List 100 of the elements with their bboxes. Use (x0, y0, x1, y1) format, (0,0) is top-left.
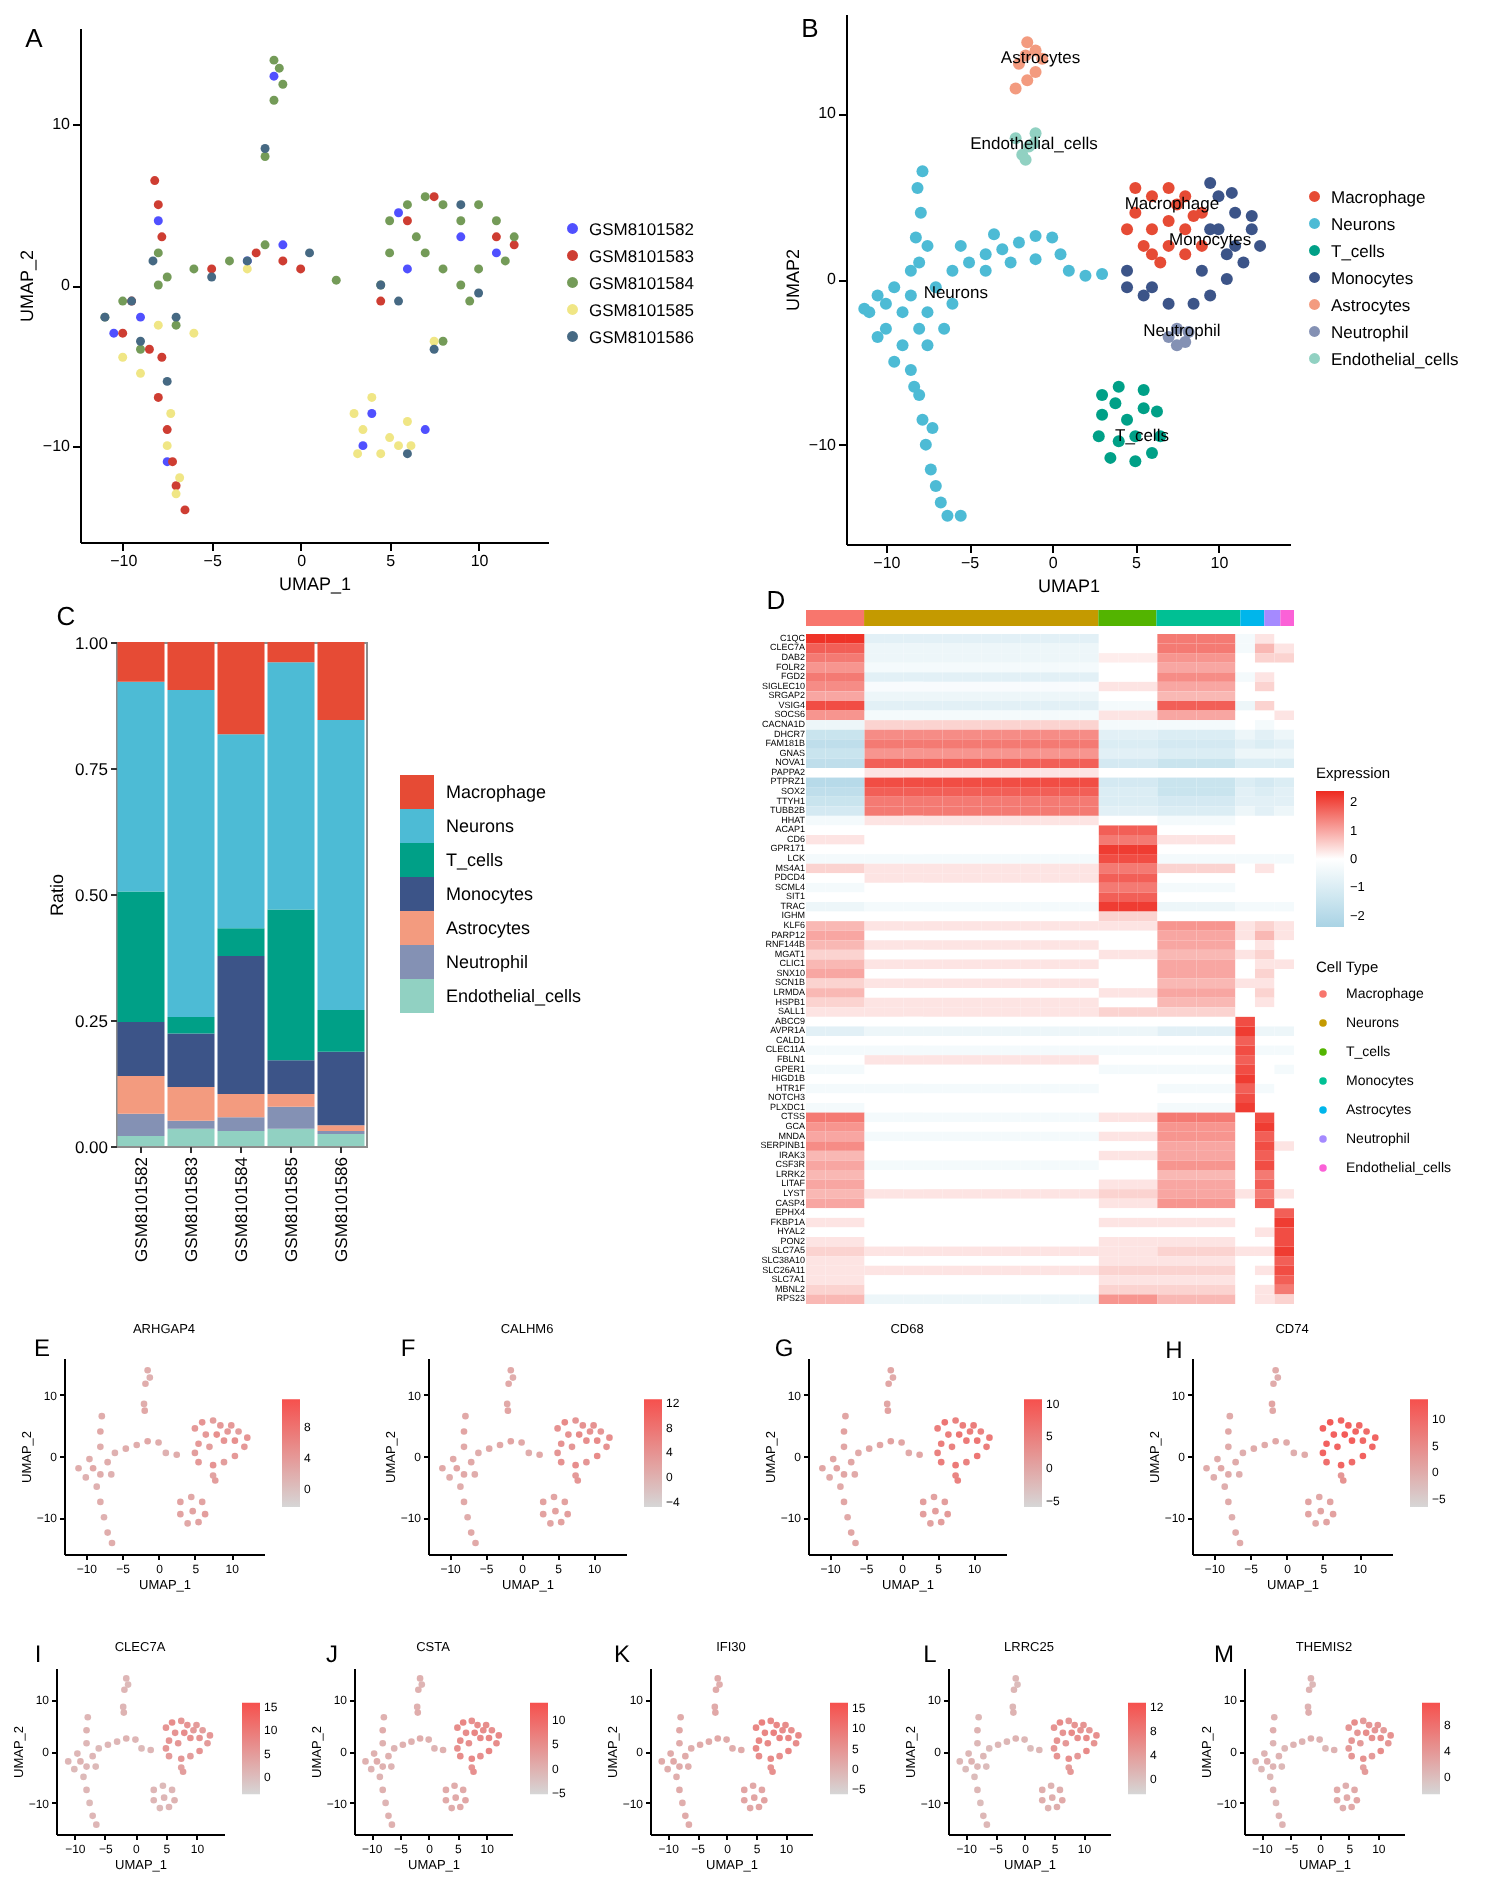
point (792, 1739, 800, 1747)
point (118, 296, 128, 306)
point (1359, 1437, 1367, 1444)
point (1226, 1412, 1234, 1420)
point (714, 1735, 722, 1742)
point (840, 1443, 848, 1451)
point (1326, 1419, 1334, 1426)
point (1019, 153, 1032, 166)
annotation: Neutrophil (1143, 320, 1221, 341)
point (160, 1794, 168, 1801)
point (788, 1726, 795, 1734)
point (1121, 264, 1134, 277)
point (1254, 239, 1267, 252)
x-tick-label: 10 (470, 552, 490, 570)
point (1301, 1451, 1309, 1459)
point (153, 200, 163, 210)
point (1323, 1518, 1330, 1526)
bar (1156, 610, 1241, 626)
point (133, 1441, 141, 1449)
point (1359, 1717, 1367, 1725)
point (153, 320, 163, 330)
point (550, 1493, 558, 1501)
point (932, 1507, 939, 1515)
point (141, 1407, 149, 1414)
point (572, 1417, 579, 1424)
point (1269, 1739, 1277, 1747)
point (858, 302, 871, 315)
point (467, 1529, 475, 1536)
point (118, 352, 128, 362)
legend-label: GSM8101585 (589, 299, 695, 320)
point (1058, 1796, 1066, 1804)
point (84, 1713, 92, 1721)
point (394, 208, 403, 218)
point (1342, 1782, 1350, 1790)
point (723, 1736, 730, 1743)
x-tick-label: −10 (873, 554, 902, 572)
point (402, 216, 412, 226)
point (676, 1739, 683, 1747)
point (921, 239, 934, 252)
point (1337, 1417, 1345, 1424)
point (385, 433, 395, 443)
point (269, 95, 279, 105)
point (1225, 1428, 1232, 1435)
point (1272, 1799, 1280, 1807)
point (1010, 1709, 1017, 1716)
point (1355, 1422, 1363, 1429)
point (199, 1726, 206, 1734)
point (1077, 1726, 1084, 1734)
legend-label: Astrocytes (1331, 294, 1411, 315)
point (162, 376, 172, 386)
point (385, 216, 395, 226)
point (80, 1773, 87, 1781)
point (712, 1686, 720, 1694)
point (1263, 1758, 1271, 1765)
point (1009, 1703, 1017, 1711)
point (162, 425, 172, 435)
point (472, 1539, 479, 1547)
point (1348, 1458, 1356, 1466)
point (482, 1721, 490, 1729)
point (1004, 256, 1017, 269)
point (1339, 1477, 1347, 1484)
point (376, 449, 386, 459)
point (1351, 1719, 1358, 1726)
point (207, 272, 217, 282)
point (1225, 186, 1238, 199)
point (71, 1765, 78, 1773)
point (729, 1745, 736, 1752)
point (142, 1380, 149, 1388)
point (564, 1510, 571, 1518)
text: M (1214, 1640, 1234, 1668)
point (459, 1786, 467, 1794)
point (120, 1709, 128, 1716)
point (82, 1474, 90, 1481)
point (416, 1675, 424, 1682)
point (438, 264, 448, 274)
point (449, 1455, 457, 1463)
point (916, 413, 929, 426)
point (1339, 1804, 1347, 1812)
point (919, 1498, 927, 1506)
point (1229, 206, 1242, 219)
point (474, 288, 484, 298)
point (852, 1539, 859, 1547)
point (980, 1752, 987, 1760)
point (1137, 383, 1150, 396)
point (1038, 1786, 1046, 1794)
point (963, 256, 976, 269)
point (479, 1726, 487, 1734)
point (235, 1428, 242, 1435)
point (561, 1498, 569, 1506)
point (382, 1799, 389, 1807)
point (460, 1498, 468, 1506)
point (770, 1729, 778, 1737)
point (755, 1752, 763, 1760)
point (296, 264, 306, 274)
point (201, 1510, 209, 1518)
point (454, 1724, 461, 1731)
point (367, 409, 377, 418)
point (908, 380, 921, 393)
point (1059, 1729, 1067, 1737)
point (385, 1752, 392, 1760)
